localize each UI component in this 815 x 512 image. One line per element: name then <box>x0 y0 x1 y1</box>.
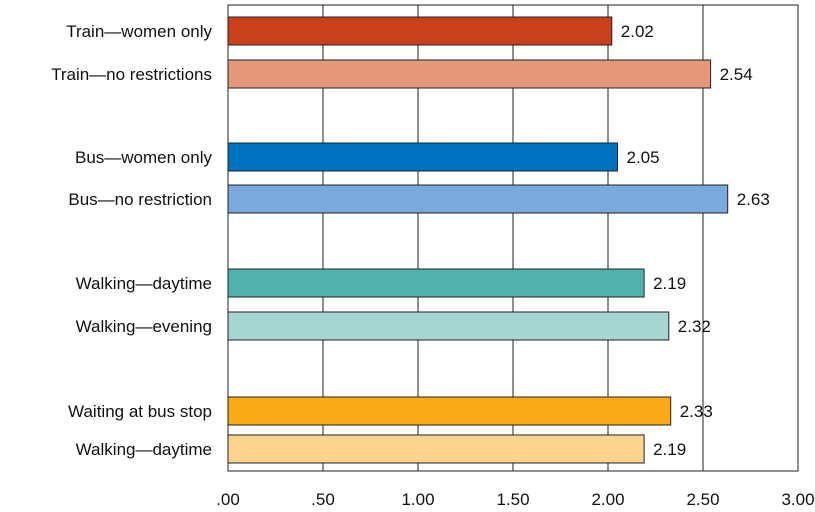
x-tick-label: 3.00 <box>781 490 814 509</box>
category-label: Walking—daytime <box>76 440 212 459</box>
x-tick-label: .00 <box>216 490 240 509</box>
data-label: 2.33 <box>680 402 713 421</box>
x-tick-label: 1.50 <box>496 490 529 509</box>
data-label: 2.54 <box>720 65 753 84</box>
bar <box>227 142 618 172</box>
category-labels: Train—women only Train—no restrictions Bus… <box>51 22 212 459</box>
plot-border <box>227 4 799 472</box>
x-tick-labels: .00 .50 1.00 1.50 2.00 2.50 3.00 <box>216 490 814 509</box>
data-label: 2.05 <box>627 148 660 167</box>
category-label: Train—no restrictions <box>51 65 212 84</box>
bar <box>227 434 645 464</box>
x-tick-label: 2.50 <box>686 490 719 509</box>
bars <box>227 16 729 464</box>
data-label: 2.02 <box>621 22 654 41</box>
category-label: Bus—no restriction <box>68 190 212 209</box>
bar <box>227 268 645 298</box>
x-tick-label: .50 <box>311 490 335 509</box>
category-label: Walking—evening <box>76 317 212 336</box>
category-label: Walking—daytime <box>76 274 212 293</box>
x-tick-label: 2.00 <box>591 490 624 509</box>
category-label: Train—women only <box>66 22 212 41</box>
data-label: 2.19 <box>653 440 686 459</box>
bar <box>227 311 670 341</box>
data-label: 2.32 <box>678 317 711 336</box>
data-label: 2.63 <box>737 190 770 209</box>
bar <box>227 16 613 46</box>
bar <box>227 184 729 214</box>
category-label: Waiting at bus stop <box>68 402 212 421</box>
bar <box>227 396 672 426</box>
data-label: 2.19 <box>653 274 686 293</box>
category-label: Bus—women only <box>75 148 213 167</box>
x-tick-label: 1.00 <box>401 490 434 509</box>
value-labels: 2.02 2.54 2.05 2.63 2.19 2.32 2.33 2.19 <box>621 22 770 459</box>
bar <box>227 59 712 89</box>
